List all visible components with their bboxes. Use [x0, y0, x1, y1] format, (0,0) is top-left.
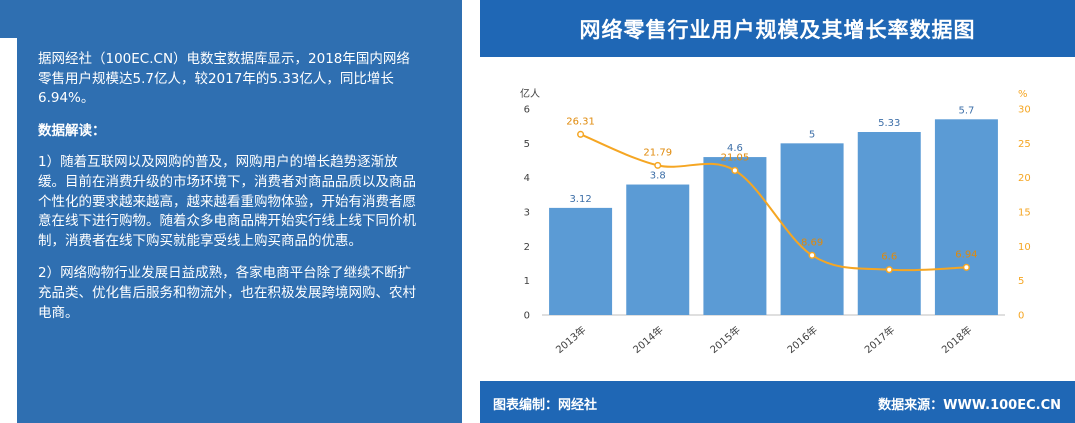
interpretation-heading: 数据解读：	[38, 122, 106, 139]
bar-value-label: 3.12	[569, 194, 591, 205]
right-axis-tick-label: 10	[1018, 242, 1031, 253]
bar-2013年	[549, 207, 613, 315]
bar-value-label: 3.8	[650, 171, 666, 182]
x-tick-label: 2014年	[630, 323, 666, 356]
x-tick-label: 2016年	[784, 323, 820, 356]
point-2-paragraph: 2）网络购物行业发展日益成熟，各家电商平台除了继续不断扩充品类、优化售后服务和物…	[38, 265, 416, 321]
bar-2018年	[934, 119, 998, 315]
right-axis-tick-label: 30	[1018, 105, 1031, 116]
x-tick-label: 2015年	[707, 323, 743, 356]
growth-rate-label: 8.69	[801, 237, 823, 248]
left-axis-tick-label: 1	[524, 276, 530, 287]
growth-rate-point	[808, 251, 816, 259]
growth-rate-label: 6.94	[955, 249, 977, 260]
growth-rate-point	[654, 161, 662, 169]
right-axis-tick-label: 0	[1018, 311, 1024, 322]
left-axis-tick-label: 6	[524, 105, 530, 116]
left-axis-tick-label: 0	[524, 311, 530, 322]
growth-rate-label: 6.6	[881, 252, 897, 263]
bar-value-label: 5.33	[878, 118, 900, 129]
x-tick-label: 2017年	[862, 323, 898, 356]
left-axis-unit: 亿人	[520, 87, 540, 100]
x-tick-label: 2013年	[553, 323, 589, 356]
growth-rate-point	[731, 166, 739, 175]
growth-rate-point	[885, 266, 893, 274]
point-1-paragraph: 1）随着互联网以及网购的普及，网购用户的增长趋势逐渐放缓。目前在消费升级的市场环…	[38, 154, 416, 249]
right-axis-unit: %	[1018, 89, 1028, 100]
x-tick-label: 2018年	[939, 323, 975, 356]
left-axis-tick-label: 4	[524, 173, 530, 184]
chart-footer: 图表编制：网经社 数据来源：WWW.100EC.CN	[480, 381, 1075, 423]
bar-2016年	[780, 143, 844, 315]
user-scale-chart: 0 1 2 3 4 5 6 亿人 0 5 10 15 20 25 30% 3.12 2013年 3.8 2014年 4…	[520, 87, 1031, 356]
bar-value-label: 4.6	[727, 143, 743, 154]
growth-rate-point	[577, 130, 585, 138]
chart-panel: 网络零售行业用户规模及其增长率数据图 0 1 2 3 4 5 6 亿人 0 5 10 15 20 25 30…	[480, 0, 1075, 423]
growth-rate-label: 26.31	[566, 116, 595, 127]
bar-2014年	[626, 184, 690, 315]
left-axis-tick-label: 2	[524, 242, 530, 253]
right-axis-tick-label: 20	[1018, 173, 1031, 184]
text-panel	[17, 0, 462, 423]
bar-2015年	[703, 157, 767, 315]
growth-rate-label: 21.79	[643, 147, 672, 158]
bar-value-label: 5.7	[958, 105, 974, 116]
left-axis-tick-label: 3	[524, 208, 530, 219]
right-axis-tick-label: 25	[1018, 139, 1031, 150]
compiled-by-label: 图表编制：网经社	[493, 398, 598, 413]
growth-rate-label: 21.05	[721, 152, 750, 163]
bar-2017年	[857, 132, 921, 315]
left-axis-tick-label: 5	[524, 139, 530, 150]
analysis-text: 据网经社（100EC.CN）电数宝数据库显示，2018年国内网络零售用户规模达5…	[38, 50, 418, 336]
growth-rate-point	[962, 263, 970, 271]
chart-title: 网络零售行业用户规模及其增长率数据图	[579, 17, 976, 42]
left-panel-notch	[0, 0, 17, 38]
bar-value-label: 5	[809, 129, 815, 140]
right-axis-tick-label: 5	[1018, 276, 1024, 287]
intro-paragraph: 据网经社（100EC.CN）电数宝数据库显示，2018年国内网络零售用户规模达5…	[38, 51, 410, 107]
right-axis-tick-label: 15	[1018, 208, 1031, 219]
data-source-label: 数据来源：WWW.100EC.CN	[878, 398, 1061, 413]
chart-title-bar: 网络零售行业用户规模及其增长率数据图	[480, 0, 1075, 57]
